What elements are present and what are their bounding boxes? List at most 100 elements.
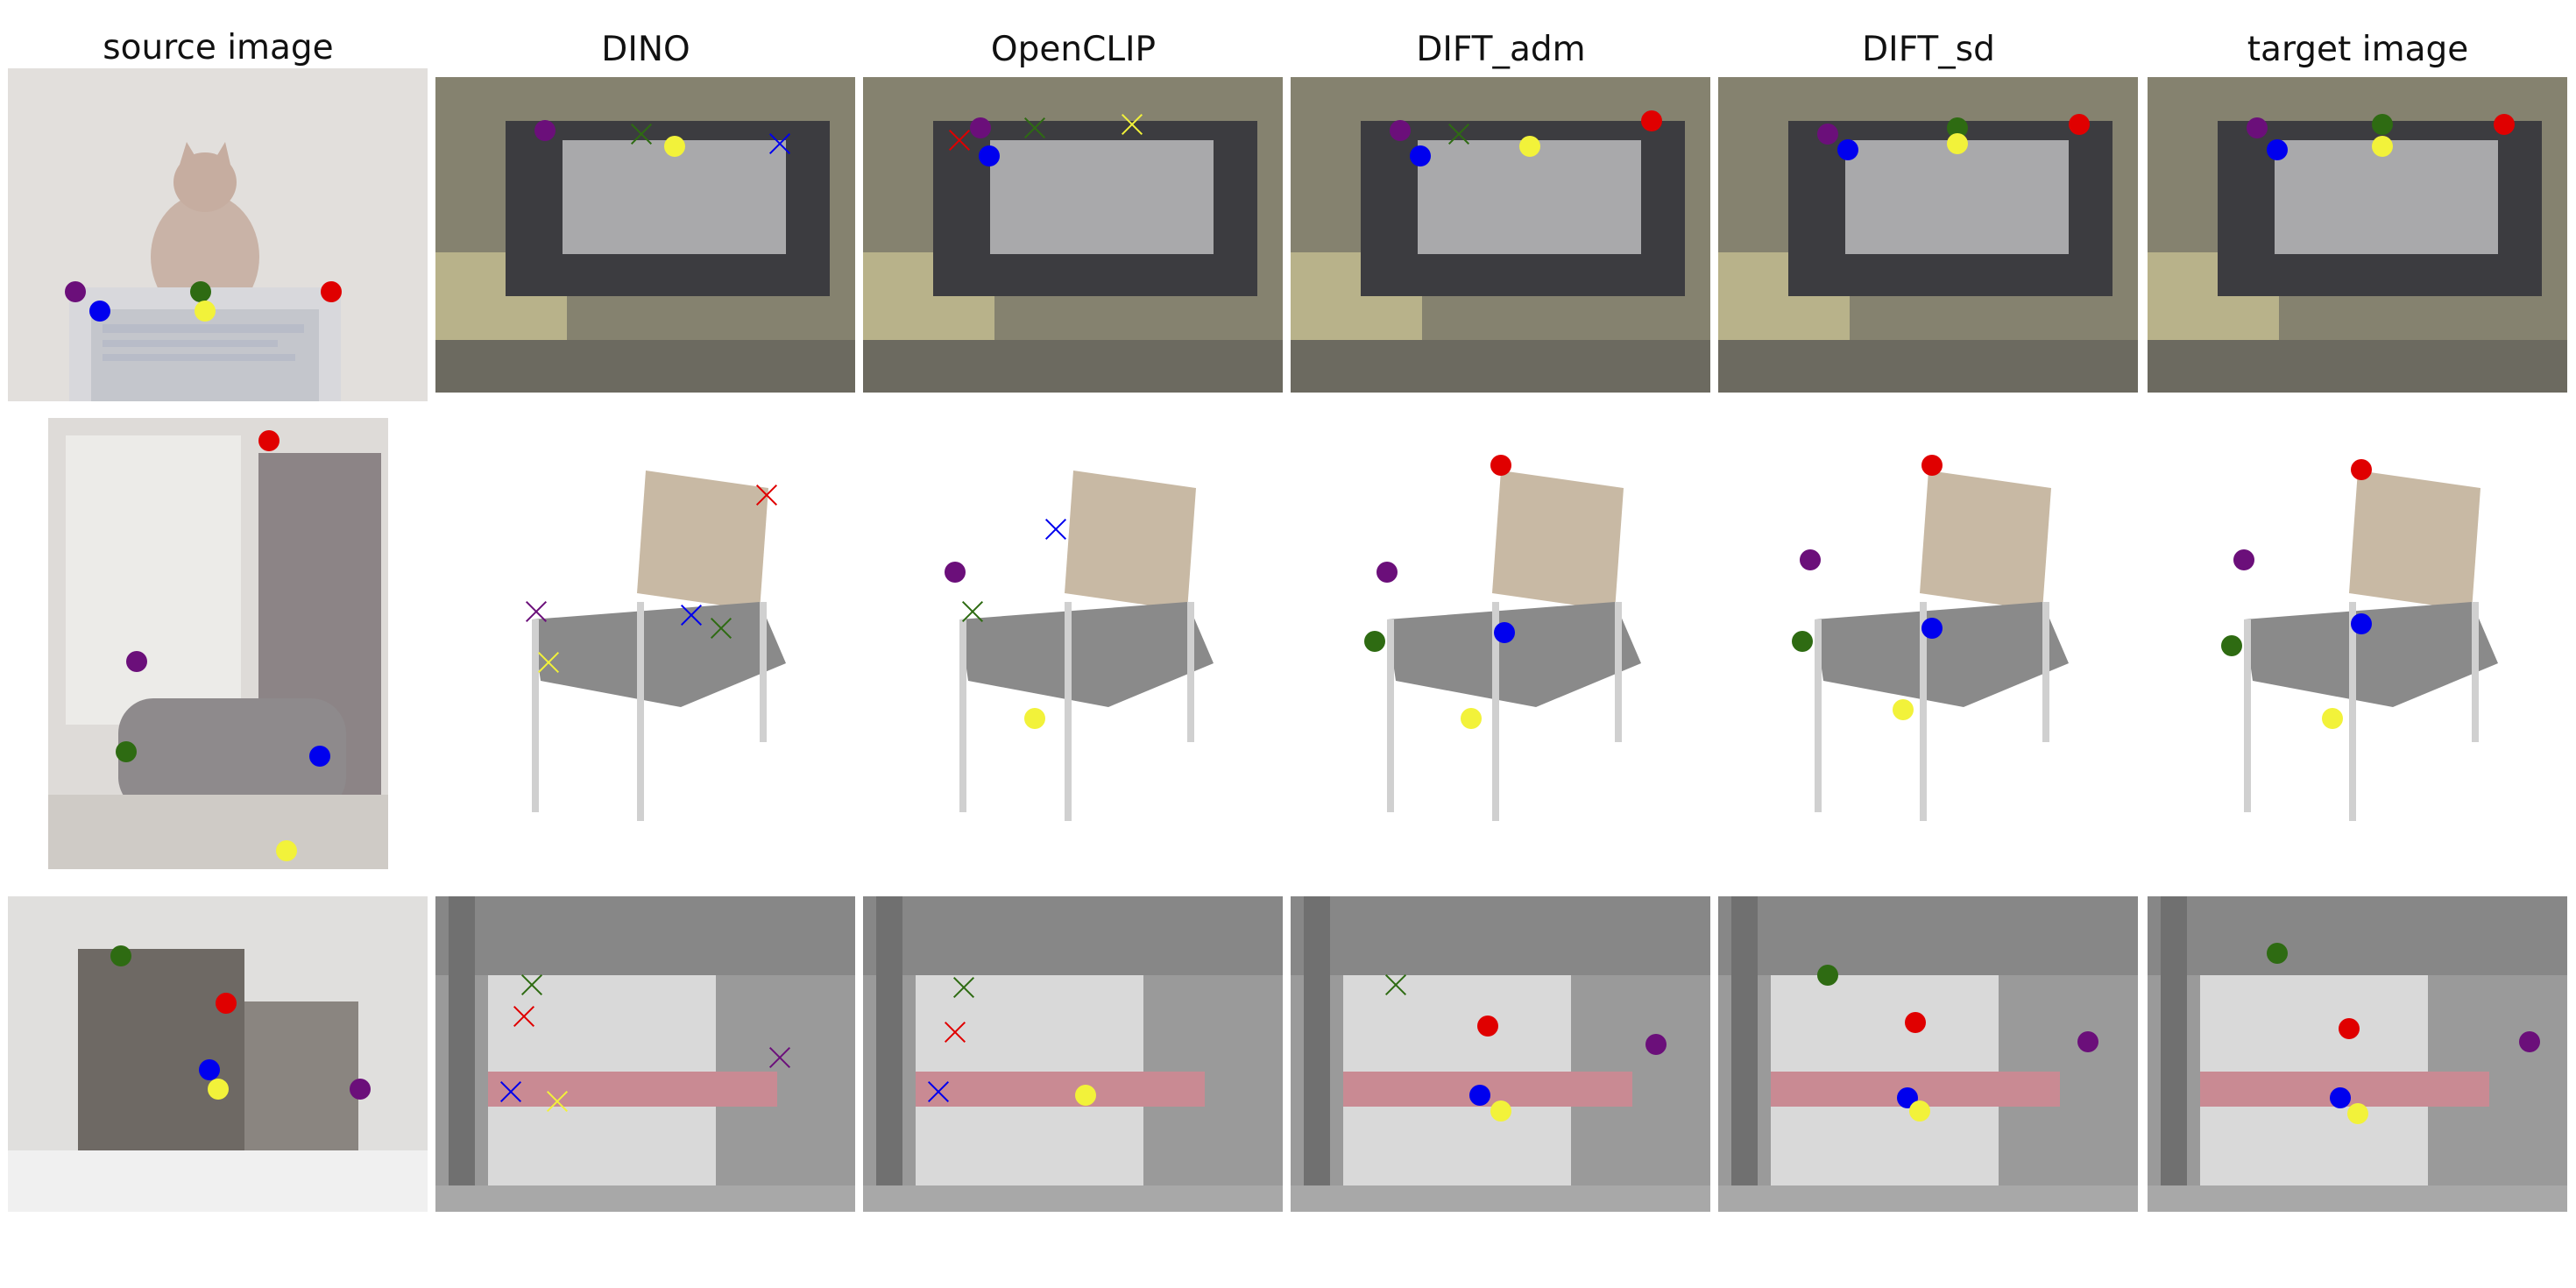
green-keypoint-dot <box>2372 114 2394 135</box>
purple-keypoint-dot <box>1389 120 1411 142</box>
red-white-train-image <box>863 896 1283 1212</box>
row2-dift-sd-panel <box>1718 418 2138 847</box>
cat-on-chair-image <box>48 418 388 869</box>
blue-cross-marker <box>768 132 791 155</box>
purple-keypoint-dot <box>1376 562 1398 584</box>
blue-cross-marker <box>499 1080 522 1103</box>
chair-image <box>1291 418 1710 847</box>
yellow-keypoint-dot <box>1460 708 1482 729</box>
row2-dino-panel <box>435 418 855 847</box>
blue-cross-marker <box>680 604 703 626</box>
purple-keypoint-dot <box>125 651 147 673</box>
yellow-cross-marker <box>546 1090 569 1113</box>
yellow-keypoint-dot <box>207 1078 229 1100</box>
blue-cross-marker <box>1044 518 1067 541</box>
yellow-keypoint-dot <box>1908 1100 1930 1122</box>
green-keypoint-dot <box>1363 630 1385 652</box>
purple-cross-marker <box>525 600 548 623</box>
red-keypoint-dot <box>1490 454 1511 476</box>
yellow-keypoint-dot <box>1024 708 1046 729</box>
green-keypoint-dot <box>1816 965 1838 986</box>
yellow-keypoint-dot <box>195 301 216 322</box>
blue-keypoint-dot <box>1921 618 1943 640</box>
green-keypoint-dot <box>110 945 132 967</box>
yellow-keypoint-dot <box>1947 132 1969 154</box>
blue-keypoint-dot <box>1410 145 1432 166</box>
red-white-train-image <box>2148 896 2567 1212</box>
yellow-keypoint-dot <box>2346 1103 2368 1125</box>
yellow-keypoint-dot <box>2372 136 2394 158</box>
yellow-keypoint-dot <box>2321 708 2343 729</box>
green-cross-marker <box>1447 123 1470 145</box>
locomotive-image <box>8 896 428 1212</box>
green-keypoint-dot <box>2220 634 2242 656</box>
yellow-cross-marker <box>1121 113 1143 136</box>
purple-keypoint-dot <box>2077 1030 2098 1052</box>
red-cross-marker <box>513 1005 535 1028</box>
row2-dift-adm-panel <box>1291 418 1710 847</box>
green-cross-marker <box>630 123 653 145</box>
header-dino: DINO <box>601 30 690 69</box>
header-target-image: target image <box>2247 30 2469 69</box>
green-keypoint-dot <box>1791 630 1813 652</box>
row1-dino-panel <box>435 77 855 393</box>
header-source-image: source image <box>103 28 334 67</box>
red-keypoint-dot <box>1905 1012 1927 1033</box>
yellow-cross-marker <box>537 651 560 674</box>
purple-keypoint-dot <box>64 280 86 302</box>
purple-keypoint-dot <box>350 1078 372 1100</box>
green-cross-marker <box>520 973 543 996</box>
green-keypoint-dot <box>190 280 212 302</box>
blue-keypoint-dot <box>309 746 331 768</box>
red-keypoint-dot <box>320 280 342 302</box>
red-keypoint-dot <box>1921 454 1943 476</box>
yellow-keypoint-dot <box>1074 1084 1096 1106</box>
chair-image <box>435 418 855 847</box>
row2-target-panel <box>2148 418 2567 847</box>
cat-on-monitor-image <box>8 68 428 401</box>
blue-keypoint-dot <box>978 145 1000 166</box>
row1-target-panel <box>2148 77 2567 393</box>
red-cross-marker <box>948 129 971 152</box>
yellow-keypoint-dot <box>1490 1100 1511 1122</box>
purple-keypoint-dot <box>945 562 966 584</box>
purple-keypoint-dot <box>970 117 992 138</box>
red-keypoint-dot <box>2351 458 2373 480</box>
red-keypoint-dot <box>2338 1018 2360 1040</box>
header-dift-sd: DIFT_sd <box>1862 30 1995 69</box>
row3-openclip-panel <box>863 896 1283 1212</box>
purple-cross-marker <box>768 1046 791 1069</box>
blue-keypoint-dot <box>1494 622 1516 643</box>
yellow-keypoint-dot <box>275 840 297 862</box>
purple-keypoint-dot <box>1800 548 1822 570</box>
monitor-image <box>863 77 1283 393</box>
red-keypoint-dot <box>2068 114 2090 135</box>
row1-openclip-panel <box>863 77 1283 393</box>
blue-keypoint-dot <box>89 301 111 322</box>
red-keypoint-dot <box>2494 114 2516 135</box>
row3-source-panel <box>8 896 428 1212</box>
green-keypoint-dot <box>2267 942 2289 964</box>
blue-keypoint-dot <box>2267 138 2289 160</box>
red-keypoint-dot <box>1640 110 1662 132</box>
chair-image <box>863 418 1283 847</box>
blue-keypoint-dot <box>1468 1084 1490 1106</box>
purple-keypoint-dot <box>2246 117 2268 138</box>
green-cross-marker <box>1384 973 1407 996</box>
header-openclip: OpenCLIP <box>990 30 1157 69</box>
blue-keypoint-dot <box>1837 138 1859 160</box>
row1-dift-sd-panel <box>1718 77 2138 393</box>
blue-keypoint-dot <box>2330 1087 2352 1109</box>
header-dift-adm: DIFT_adm <box>1416 30 1586 69</box>
purple-keypoint-dot <box>1816 123 1838 145</box>
purple-keypoint-dot <box>2233 548 2255 570</box>
row3-dift-adm-panel <box>1291 896 1710 1212</box>
green-cross-marker <box>952 976 975 999</box>
row3-dift-sd-panel <box>1718 896 2138 1212</box>
red-white-train-image <box>435 896 855 1212</box>
blue-cross-marker <box>927 1080 950 1103</box>
red-cross-marker <box>755 484 778 506</box>
red-keypoint-dot <box>1477 1015 1499 1037</box>
green-cross-marker <box>1023 117 1046 139</box>
red-white-train-image <box>1291 896 1710 1212</box>
